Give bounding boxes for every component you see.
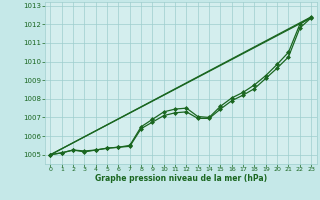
X-axis label: Graphe pression niveau de la mer (hPa): Graphe pression niveau de la mer (hPa) [95,174,267,183]
